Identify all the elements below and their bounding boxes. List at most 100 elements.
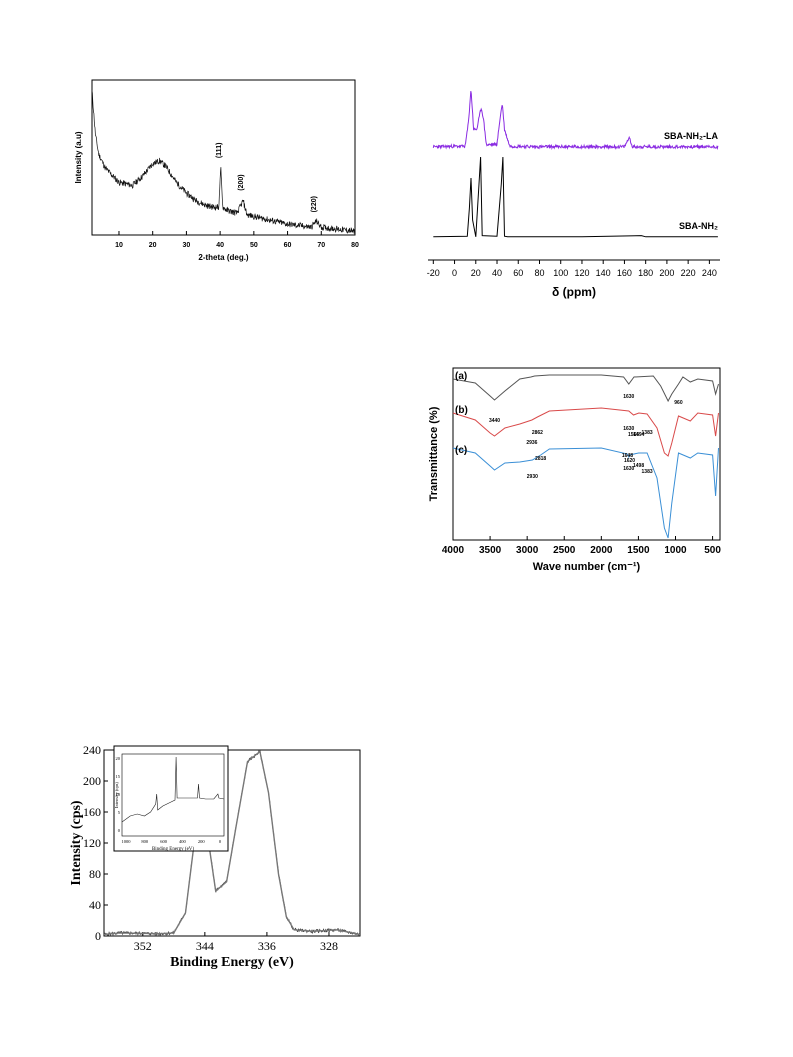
inset-x-tick-label: 400: [179, 839, 187, 844]
ftir-series-line: [452, 374, 719, 403]
peak-annotation: 3440: [489, 418, 500, 424]
nmr-series-label: SBA-NH₂: [679, 221, 718, 231]
inset-y-tick-label: 10: [116, 792, 121, 797]
x-tick-label: 50: [250, 242, 258, 249]
x-tick-label: 100: [553, 268, 568, 278]
peak-label: (200): [238, 174, 245, 190]
inset-x-tick-label: 600: [160, 839, 168, 844]
peak-label: (111): [216, 143, 223, 159]
inset-y-tick-label: 0: [118, 828, 121, 833]
peak-label: (220): [311, 196, 318, 212]
x-tick-label: 10: [115, 242, 123, 249]
x-tick-label: 3000: [516, 545, 539, 556]
x-axis-label: 2-theta (deg.): [198, 253, 249, 262]
peak-annotation: 2936: [526, 440, 537, 446]
peak-annotation: 1620: [624, 458, 635, 464]
peak-annotation: 1383: [642, 430, 653, 436]
inset-x-tick-label: 1000: [122, 839, 132, 844]
x-tick-label: 500: [704, 545, 721, 556]
x-tick-label: 352: [134, 939, 152, 953]
peak-annotation: 1383: [642, 469, 653, 475]
nmr-chart: -20 0 20 40 60 80 100 120 140 160 180 200 220 240 SBA-…: [420, 60, 730, 310]
y-axis-label: Intensity (cps): [69, 800, 84, 886]
x-tick-label: 40: [492, 268, 502, 278]
x-tick-label: 20: [149, 242, 157, 249]
inset-survey-line: [121, 756, 225, 823]
inset-y-axis-label: Intensity (cps): [114, 782, 119, 808]
peak-annotation: 1630: [623, 426, 634, 432]
x-tick-label: 20: [471, 268, 481, 278]
y-tick-label: 40: [89, 898, 101, 912]
peak-annotation: 1648: [622, 453, 633, 459]
y-tick-label: 120: [83, 836, 101, 850]
ftir-series-line: [452, 407, 719, 457]
x-tick-label: -20: [427, 268, 440, 278]
x-tick-label: 60: [513, 268, 523, 278]
x-tick-label: 70: [317, 242, 325, 249]
x-tick-label: 336: [258, 939, 276, 953]
inset-x-tick-label: 800: [141, 839, 149, 844]
inset-plot-frame: [121, 753, 225, 837]
y-tick-label: 200: [83, 774, 101, 788]
peak-annotation: 1498: [633, 463, 644, 469]
x-tick-label: 220: [681, 268, 696, 278]
plot-frame: [452, 367, 721, 541]
peak-annotation: 1630: [623, 466, 634, 472]
x-tick-label: 3500: [479, 545, 502, 556]
nmr-series-line: [433, 156, 718, 238]
x-tick-label: 80: [534, 268, 544, 278]
ftir-series-label: (a): [455, 371, 467, 382]
peak-annotation: 2930: [527, 474, 538, 480]
x-tick-label: 80: [351, 242, 359, 249]
x-tick-label: 40: [216, 242, 224, 249]
plot-frame: [91, 79, 356, 236]
peak-annotation: 960: [674, 400, 683, 406]
x-tick-label: 120: [574, 268, 589, 278]
peak-annotation: 2818: [535, 456, 546, 462]
nmr-series-label: SBA-NH₂-LA: [664, 131, 718, 141]
xps-fit-line: [103, 750, 361, 936]
y-axis-label: Intensity (a.u): [74, 131, 83, 183]
xrd-chart: 10 20 30 40 50 60 70 80 2-theta (deg.) Intensity …: [70, 70, 370, 290]
x-tick-label: 328: [320, 939, 338, 953]
x-tick-label: 4000: [442, 545, 465, 556]
inset-x-axis-label: Binding Energy (eV): [152, 847, 194, 852]
inset-frame: [113, 745, 229, 852]
x-tick-label: 200: [659, 268, 674, 278]
x-tick-label: 160: [617, 268, 632, 278]
ftir-plot: 4000 3500 3000 2500 2000 1500 1000 500 (a) (b) (c)…: [428, 367, 721, 573]
inset-y-tick-label: 5: [118, 810, 121, 815]
x-tick-label: 1000: [664, 545, 687, 556]
xrd-plot: 10 20 30 40 50 60 70 80 2-theta (deg.) Intensity …: [74, 79, 359, 262]
inset-x-tick-label: 200: [198, 839, 206, 844]
x-tick-label: 344: [196, 939, 214, 953]
peak-annotation: 2862: [532, 430, 543, 436]
inset-y-tick-label: 15: [116, 774, 121, 779]
x-tick-label: 2000: [590, 545, 613, 556]
x-tick-label: 180: [638, 268, 653, 278]
x-tick-label: 140: [596, 268, 611, 278]
inset-y-tick-label: 20: [116, 756, 121, 761]
x-tick-label: 0: [452, 268, 457, 278]
x-axis-label: Wave number (cm⁻¹): [533, 561, 641, 573]
peak-annotation: 1494: [633, 432, 644, 438]
peak-annotation: 1566: [628, 432, 639, 438]
y-tick-label: 0: [95, 929, 101, 943]
ftir-chart: 4000 3500 3000 2500 2000 1500 1000 500 (a) (b) (c)…: [425, 360, 730, 590]
y-axis-label: Transmittance (%): [428, 406, 440, 501]
xrd-pattern-line: [91, 89, 356, 235]
y-tick-label: 80: [89, 867, 101, 881]
ftir-series-label: (c): [455, 445, 467, 456]
x-tick-label: 1500: [627, 545, 650, 556]
y-tick-label: 160: [83, 805, 101, 819]
xps-chart: 352 344 336 328 0 40 80 120 160 200 240 Binding Ene…: [69, 740, 370, 975]
nmr-plot: -20 0 20 40 60 80 100 120 140 160 180 200 220 240 SBA-…: [427, 91, 720, 299]
ftir-series-line: [452, 447, 719, 539]
inset-x-tick-label: 0: [219, 839, 222, 844]
x-axis-label: δ (ppm): [552, 285, 596, 299]
x-axis-label: Binding Energy (eV): [170, 955, 294, 970]
nmr-series-line: [432, 91, 719, 151]
x-tick-label: 240: [702, 268, 717, 278]
x-tick-label: 60: [284, 242, 292, 249]
